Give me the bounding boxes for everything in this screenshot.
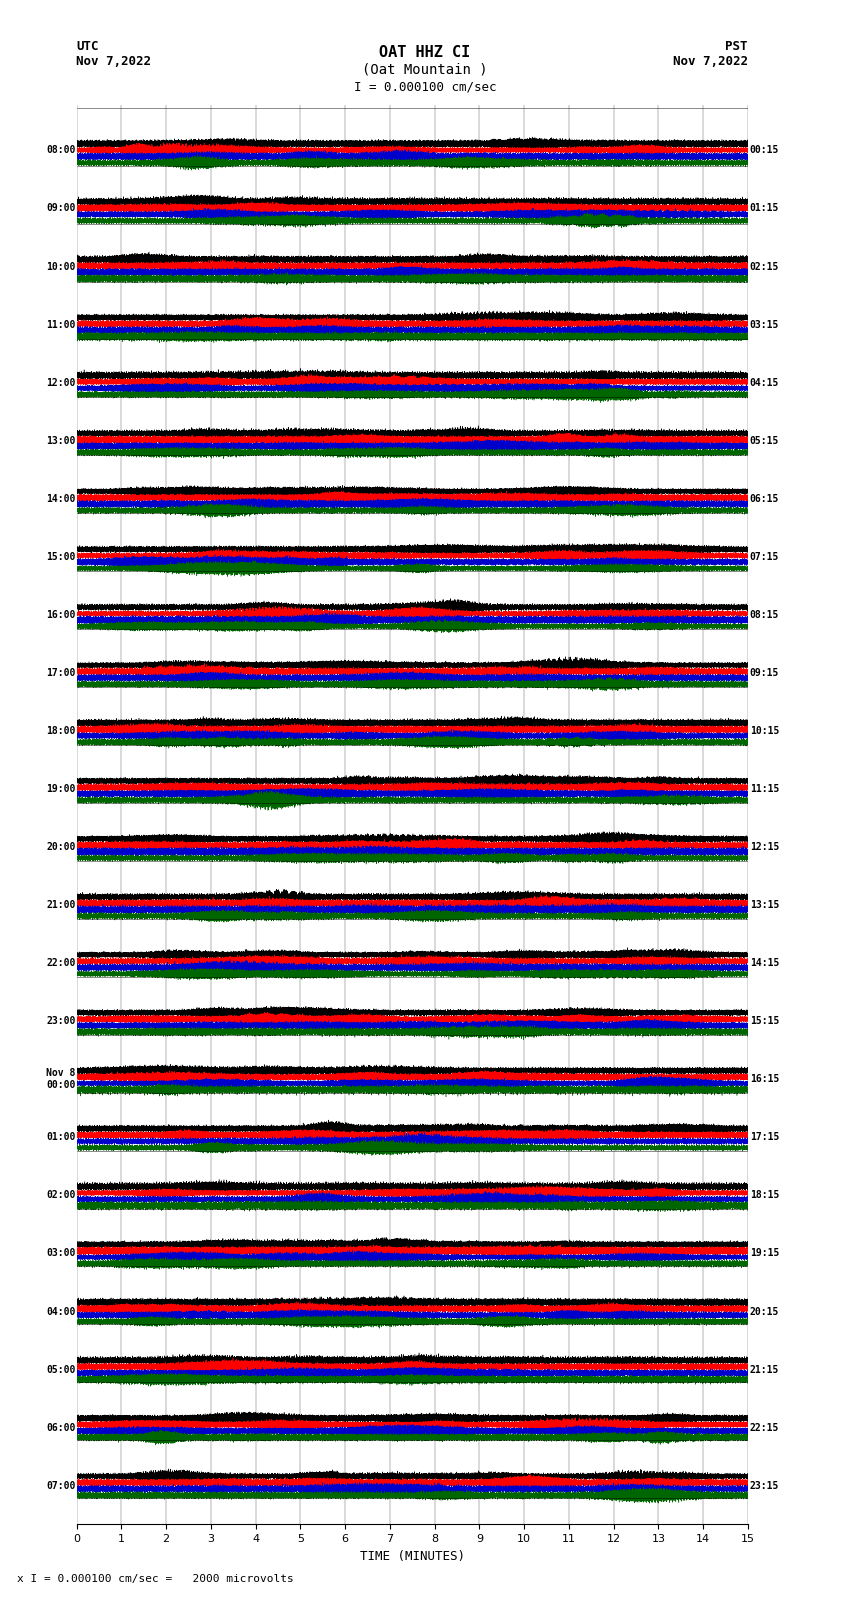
Text: 03:00: 03:00 [46,1248,76,1258]
Text: 06:00: 06:00 [46,1423,76,1432]
Text: 04:15: 04:15 [750,377,779,387]
Text: (Oat Mountain ): (Oat Mountain ) [362,63,488,77]
Text: UTC
Nov 7,2022: UTC Nov 7,2022 [76,40,151,68]
Text: 02:15: 02:15 [750,261,779,271]
Text: 23:15: 23:15 [750,1481,779,1490]
Text: Nov 8
00:00: Nov 8 00:00 [46,1068,76,1090]
Text: 21:00: 21:00 [46,900,76,910]
Text: 11:15: 11:15 [750,784,779,794]
Text: 15:00: 15:00 [46,552,76,561]
Text: 04:00: 04:00 [46,1307,76,1316]
Text: 07:00: 07:00 [46,1481,76,1490]
Text: 12:15: 12:15 [750,842,779,852]
Text: 13:15: 13:15 [750,900,779,910]
Text: 09:15: 09:15 [750,668,779,677]
Text: 15:15: 15:15 [750,1016,779,1026]
Text: 21:15: 21:15 [750,1365,779,1374]
Text: 19:00: 19:00 [46,784,76,794]
Text: 22:15: 22:15 [750,1423,779,1432]
Text: 11:00: 11:00 [46,319,76,329]
Text: 13:00: 13:00 [46,436,76,445]
Text: 17:00: 17:00 [46,668,76,677]
Text: 01:15: 01:15 [750,203,779,213]
Text: 07:15: 07:15 [750,552,779,561]
Text: 05:15: 05:15 [750,436,779,445]
Text: 08:00: 08:00 [46,145,76,155]
Text: 20:00: 20:00 [46,842,76,852]
Text: 08:15: 08:15 [750,610,779,619]
Text: 18:15: 18:15 [750,1190,779,1200]
Text: 06:15: 06:15 [750,494,779,503]
Text: 14:15: 14:15 [750,958,779,968]
Text: 14:00: 14:00 [46,494,76,503]
Text: 22:00: 22:00 [46,958,76,968]
Text: 03:15: 03:15 [750,319,779,329]
Text: 20:15: 20:15 [750,1307,779,1316]
Text: 02:00: 02:00 [46,1190,76,1200]
Text: 19:15: 19:15 [750,1248,779,1258]
Text: 18:00: 18:00 [46,726,76,736]
Text: 10:15: 10:15 [750,726,779,736]
Text: 00:15: 00:15 [750,145,779,155]
Text: I = 0.000100 cm/sec: I = 0.000100 cm/sec [354,81,496,94]
Text: 01:00: 01:00 [46,1132,76,1142]
Text: 12:00: 12:00 [46,377,76,387]
Text: 16:15: 16:15 [750,1074,779,1084]
Text: 05:00: 05:00 [46,1365,76,1374]
Text: x I = 0.000100 cm/sec =   2000 microvolts: x I = 0.000100 cm/sec = 2000 microvolts [17,1574,294,1584]
Text: 09:00: 09:00 [46,203,76,213]
Text: 23:00: 23:00 [46,1016,76,1026]
Text: OAT HHZ CI: OAT HHZ CI [379,45,471,60]
Text: 10:00: 10:00 [46,261,76,271]
Text: 16:00: 16:00 [46,610,76,619]
X-axis label: TIME (MINUTES): TIME (MINUTES) [360,1550,465,1563]
Text: PST
Nov 7,2022: PST Nov 7,2022 [673,40,748,68]
Text: 17:15: 17:15 [750,1132,779,1142]
